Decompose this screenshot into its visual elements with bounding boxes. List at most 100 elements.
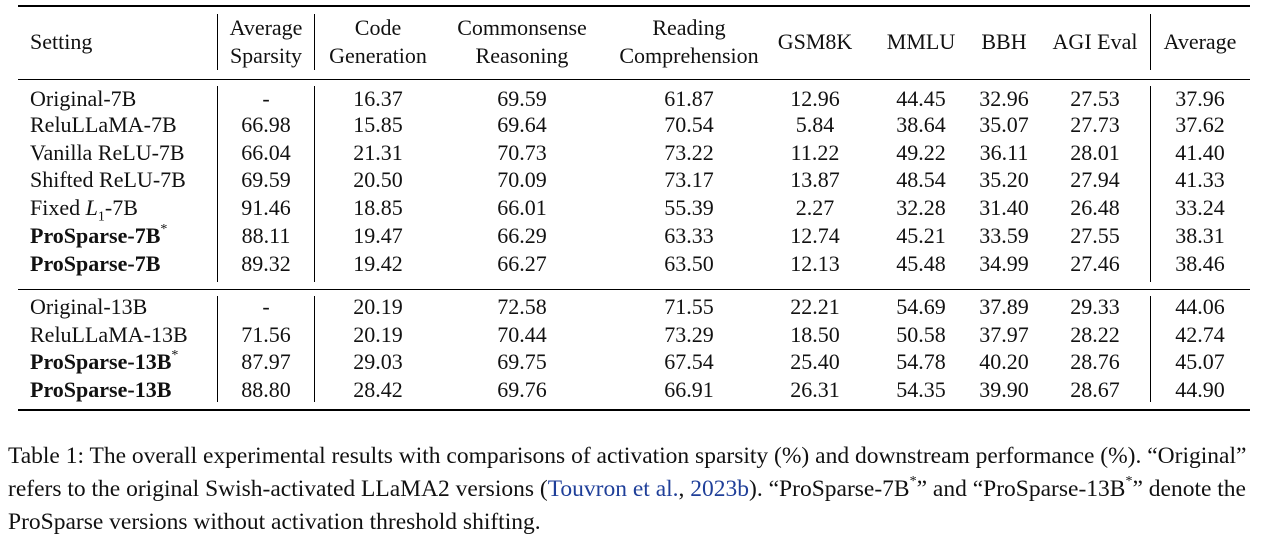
table-cell: 40.20: [979, 349, 1029, 374]
table-cell: 41.33: [1175, 167, 1225, 192]
table-cell: 66.91: [664, 377, 714, 402]
table-cell: 54.35: [896, 377, 946, 402]
table-cell: 12.96: [790, 86, 840, 111]
column-header: BBH: [981, 29, 1027, 54]
table-cell: 36.11: [979, 140, 1029, 165]
table-cell: 45.48: [896, 251, 946, 276]
asterisk-mark: *: [1125, 474, 1133, 490]
table-cell: 28.67: [1070, 377, 1120, 402]
bottom-rule: [18, 409, 1250, 411]
asterisk-mark: *: [171, 347, 179, 363]
table-cell: 18.85: [353, 195, 403, 220]
column-header: Average: [1163, 29, 1237, 54]
table-cell: 28.22: [1070, 322, 1120, 347]
header-rule: [18, 79, 1250, 80]
citation-year[interactable]: 2023b: [690, 476, 750, 502]
table-cell: 5.84: [795, 112, 835, 137]
table-cell: 63.33: [664, 223, 714, 248]
table-cell: 15.85: [353, 112, 403, 137]
column-header: Generation: [329, 43, 427, 68]
table-cell: 87.97: [241, 349, 291, 374]
vline-setting: [217, 86, 218, 282]
caption-text: ). “ProSparse-7B: [749, 476, 910, 502]
table-cell: 66.29: [497, 223, 547, 248]
table-cell: 13.87: [790, 167, 840, 192]
table-cell: 66.27: [497, 251, 547, 276]
table-cell: 45.07: [1175, 349, 1225, 374]
table-cell: 66.04: [241, 140, 291, 165]
setting-name: ReluLLaMA-7B: [30, 112, 177, 137]
row-setting: Original-13B: [30, 294, 147, 320]
table-cell: 19.42: [353, 251, 403, 276]
row-setting: Original-7B: [30, 86, 136, 112]
table-cell: 31.40: [979, 195, 1029, 220]
table-cell: 18.50: [790, 322, 840, 347]
table-cell: 33.24: [1175, 195, 1225, 220]
table-cell: 12.74: [790, 223, 840, 248]
table-cell: 69.59: [497, 86, 547, 111]
table-cell: 88.11: [241, 223, 291, 248]
table-cell: 71.56: [241, 322, 291, 347]
caption-text: Table 1: The overall experimental result…: [8, 443, 1247, 502]
group-rule: [18, 289, 1250, 290]
table-cell: 73.22: [664, 140, 714, 165]
vline-sparsity: [314, 86, 315, 282]
table-cell: 39.90: [979, 377, 1029, 402]
column-header: Code: [354, 15, 402, 40]
setting-name: ProSparse-13B: [30, 377, 172, 402]
table-cell: 22.21: [790, 294, 840, 319]
asterisk-mark: *: [909, 474, 917, 490]
table-cell: 66.01: [497, 195, 547, 220]
table-cell: 27.73: [1070, 112, 1120, 137]
table-cell: 41.40: [1175, 140, 1225, 165]
vline-sparsity: [314, 296, 315, 402]
column-header: Average: [229, 15, 303, 40]
column-header: Setting: [30, 29, 93, 54]
table-cell: 69.59: [241, 167, 291, 192]
caption-text: ” denote the ProSparse versions without …: [8, 476, 1246, 535]
table-cell: 44.06: [1175, 294, 1225, 319]
table-cell: 32.96: [979, 86, 1029, 111]
table-cell: 70.54: [664, 112, 714, 137]
table-cell: 55.39: [664, 195, 714, 220]
table-cell: 73.17: [664, 167, 714, 192]
row-setting: ProSparse-7B*: [30, 222, 167, 249]
table-cell: 27.55: [1070, 223, 1120, 248]
setting-name: ProSparse-7B: [30, 223, 161, 248]
setting-name: Original-13B: [30, 294, 148, 319]
table-cell: 89.32: [241, 251, 291, 276]
setting-name: Original-7B: [30, 86, 137, 111]
table-cell: 37.96: [1175, 86, 1225, 111]
table-cell: 67.54: [664, 349, 714, 374]
table-cell: 37.89: [979, 294, 1029, 319]
vline-average: [1150, 86, 1151, 282]
citation-author[interactable]: Touvron et al.: [547, 476, 679, 502]
table-cell: 91.46: [241, 195, 291, 220]
row-setting: Vanilla ReLU-7B: [30, 140, 185, 166]
setting-name: ProSparse-7B: [30, 251, 161, 276]
table-cell: 44.45: [896, 86, 946, 111]
table-cell: 20.50: [353, 167, 403, 192]
row-setting: Fixed L1-7B: [30, 195, 138, 225]
table-cell: 28.76: [1070, 349, 1120, 374]
vline-average: [1150, 14, 1151, 70]
table-cell: 38.31: [1175, 223, 1225, 248]
vline-sparsity: [314, 14, 315, 70]
vline-average: [1150, 296, 1151, 402]
table-cell: 27.94: [1070, 167, 1120, 192]
table-cell: 34.99: [979, 251, 1029, 276]
table-cell: -: [262, 86, 270, 111]
table-cell: 20.19: [353, 322, 403, 347]
table-cell: 32.28: [896, 195, 946, 220]
table-cell: 50.58: [896, 322, 946, 347]
table-cell: 88.80: [241, 377, 291, 402]
table-cell: 27.46: [1070, 251, 1120, 276]
caption-text: ” and “ProSparse-13B: [916, 476, 1126, 502]
table-cell: 70.73: [497, 140, 547, 165]
table-cell: 37.97: [979, 322, 1029, 347]
table-cell: 27.53: [1070, 86, 1120, 111]
table-cell: 38.64: [896, 112, 946, 137]
table-cell: 12.13: [790, 251, 840, 276]
row-setting: ProSparse-13B: [30, 377, 171, 403]
table-cell: 37.62: [1175, 112, 1225, 137]
